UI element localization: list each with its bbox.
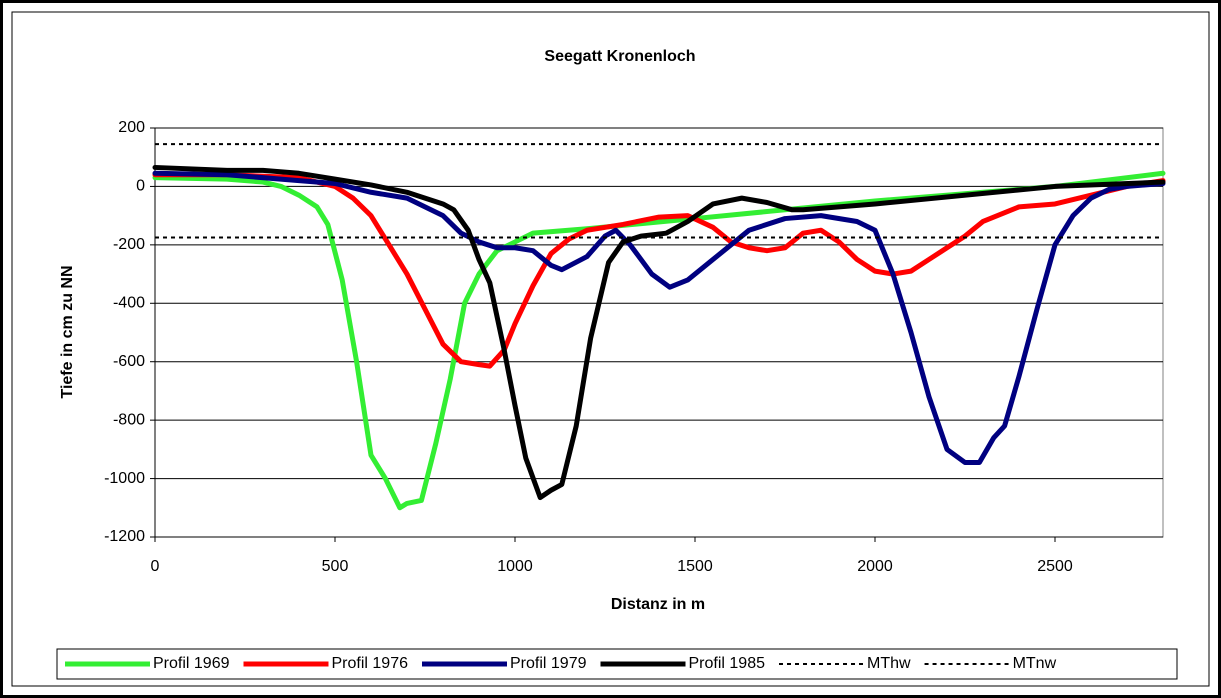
x-tick-label: 2000 bbox=[857, 558, 893, 575]
y-axis-title: Tiefe in cm zu NN bbox=[59, 265, 76, 398]
series-line bbox=[152, 172, 1166, 369]
chart-title: Seegatt Kronenloch bbox=[544, 48, 695, 65]
y-tick-label: -1000 bbox=[104, 470, 145, 487]
x-tick-label: 500 bbox=[322, 558, 349, 575]
legend-label: Profil 1985 bbox=[689, 655, 766, 672]
y-tick-label: -200 bbox=[113, 236, 145, 253]
y-tick-label: -800 bbox=[113, 411, 145, 428]
legend-label: Profil 1976 bbox=[332, 655, 409, 672]
x-tick-label: 1000 bbox=[497, 558, 533, 575]
series-line bbox=[152, 170, 1166, 511]
legend-label: MThw bbox=[867, 655, 911, 672]
y-tick-label: -400 bbox=[113, 295, 145, 312]
y-tick-label: -600 bbox=[113, 353, 145, 370]
chart-area bbox=[11, 11, 1210, 687]
series-line bbox=[152, 164, 1166, 501]
plot-area bbox=[154, 127, 1164, 538]
y-tick-label: 200 bbox=[118, 119, 145, 136]
legend-label: Profil 1969 bbox=[153, 655, 230, 672]
series-line bbox=[152, 170, 1166, 466]
legend-label: MTnw bbox=[1013, 655, 1057, 672]
y-tick-label: 0 bbox=[136, 178, 145, 195]
x-axis-title: Distanz in m bbox=[611, 596, 705, 613]
y-tick-label: -1200 bbox=[104, 528, 145, 545]
x-tick-label: 1500 bbox=[677, 558, 713, 575]
legend-label: Profil 1979 bbox=[510, 655, 587, 672]
x-tick-label: 0 bbox=[151, 558, 160, 575]
x-tick-label: 2500 bbox=[1037, 558, 1073, 575]
